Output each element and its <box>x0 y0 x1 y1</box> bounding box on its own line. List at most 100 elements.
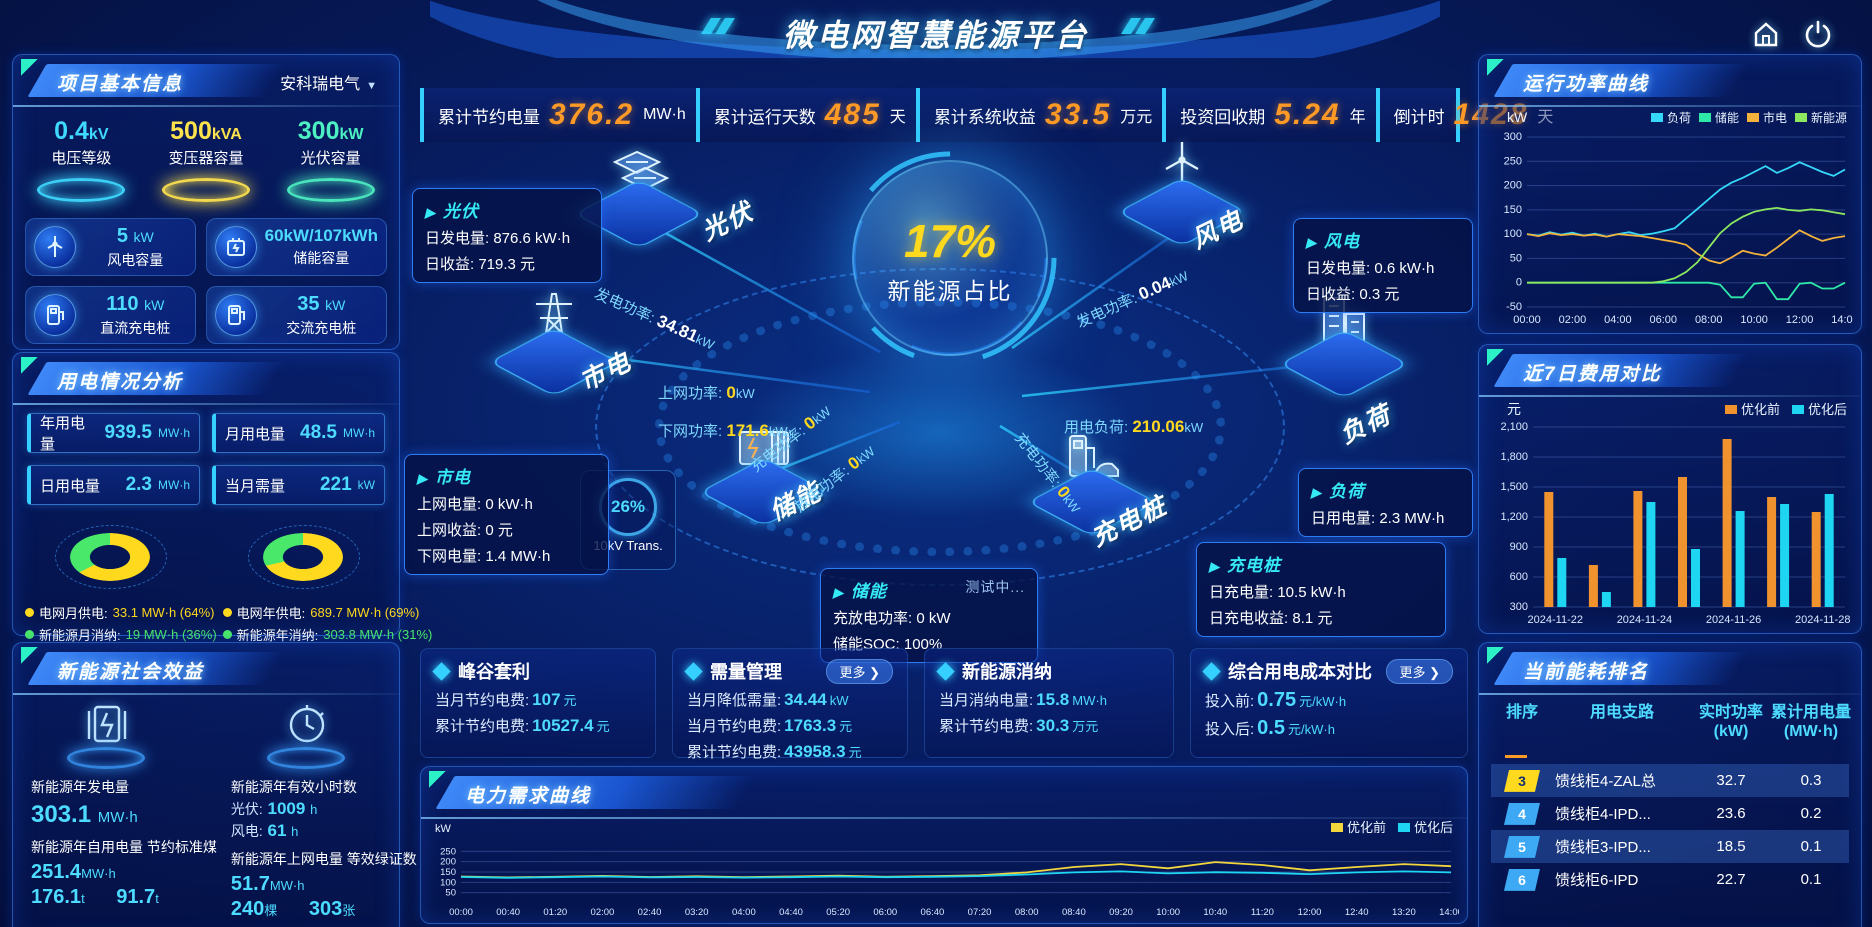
power-button[interactable] <box>1800 16 1836 52</box>
card-storage-capacity: 60kW/107kWh 储能容量 <box>205 218 387 276</box>
flow-grid-import: 下网功率: 171.6kW <box>658 421 788 440</box>
legend-renewable[interactable]: 新能源 <box>1794 109 1847 126</box>
rank-badge: 5 <box>1504 835 1540 858</box>
panel-power-demand-curve: 电力需求曲线 优化前 优化后 kW 50 100 150 200 250 00:00 00:… <box>420 766 1468 924</box>
panel-running-power-curve: 运行功率曲线 kW 负荷 储能 市电 新能源 -50 0 50 100 150 200 25… <box>1478 54 1862 334</box>
home-icon <box>1754 22 1778 47</box>
node-pv[interactable] <box>573 140 705 260</box>
company-dropdown[interactable]: 安科瑞电气 ▼ <box>280 76 377 93</box>
legend-before-optimization[interactable]: 优化前 <box>1724 399 1780 418</box>
chevron-right-icon: ▶ <box>833 585 844 600</box>
grid-export-values: 51.7MW·h 240棵 303张 <box>230 873 356 920</box>
legend-storage[interactable]: 储能 <box>1698 109 1739 126</box>
panel-power-usage-analysis: 用电情况分析 年用电量 939.5 MW·h 月用电量 48.5 MW·h 日用电量… <box>12 352 432 643</box>
svg-text:08:00: 08:00 <box>1015 907 1039 918</box>
chevron-right-icon: ▶ <box>425 205 436 220</box>
podium-transformer-capacity: 500kVA 变压器容量 <box>147 117 265 202</box>
legend-grid[interactable]: 市电 <box>1746 109 1787 126</box>
donut-yearly-supply <box>238 517 368 589</box>
svg-text:1,800: 1,800 <box>1500 451 1528 463</box>
svg-text:06:00: 06:00 <box>1650 314 1678 326</box>
node-wind[interactable] <box>1116 138 1248 258</box>
svg-text:04:40: 04:40 <box>779 907 803 918</box>
home-button[interactable] <box>1748 16 1784 52</box>
table-row[interactable]: 5 馈线柜3-IPD... 18.5 0.1 <box>1491 830 1849 864</box>
glow-ring <box>161 178 250 202</box>
panel-usage-header: 用电情况分析 <box>13 357 399 405</box>
podium-pv-capacity: 300kW 光伏容量 <box>272 117 390 202</box>
stat-total-energy-saved: 累计节约电量 376.2 MW·h <box>420 88 696 142</box>
cost-comparison-chart: 300 600 900 1,200 1,500 1,800 2,100 2024-11-22 2… <box>1500 421 1850 626</box>
node-storage[interactable] <box>698 418 830 538</box>
wind-turbine-icon <box>34 226 76 268</box>
svg-text:12:00: 12:00 <box>1298 907 1322 918</box>
legend-renewable-month: 新能源月消纳: 19 MW·h (36%) <box>25 625 217 644</box>
panel-cost-header: 近7日费用对比 <box>1479 349 1861 397</box>
panel-corner-icon <box>1487 349 1505 367</box>
svg-text:02:00: 02:00 <box>1559 314 1587 326</box>
svg-text:100: 100 <box>440 877 456 888</box>
node-grid[interactable] <box>488 288 620 408</box>
table-row[interactable]: 6 馈线柜6-IPD 22.7 0.1 <box>1491 863 1849 896</box>
svg-text:08:40: 08:40 <box>1062 907 1086 918</box>
wind-hours: 风电: 61 h <box>230 821 299 840</box>
annual-generation-value: 303.1 MW·h <box>31 801 138 828</box>
ranking-table: 排序 用电支路 实时功率 (kW) 累计用电量 (MW·h) 3 馈线柜4-ZAL总… <box>1491 703 1851 896</box>
social-col-generation: 新能源年发电量 303.1 MW·h 新能源年自用电量 节约标准煤 251.4M… <box>31 699 217 922</box>
card-demand-management: 需量管理 更多 ❯ 当月降低需量: 34.44 kW 当月节约电费: 1763.3 元 … <box>672 648 908 761</box>
charging-pile-icon <box>34 294 76 336</box>
more-button[interactable]: 更多 ❯ <box>826 658 893 684</box>
cost-chart-legend[interactable]: 优化前 优化后 <box>1724 399 1847 418</box>
diamond-icon <box>1202 661 1221 681</box>
svg-text:08:00: 08:00 <box>1695 314 1723 326</box>
panel-demand-header: 电力需求曲线 <box>421 771 1467 819</box>
stat-payback-period: 投资回收期 5.24 年 <box>1162 88 1375 142</box>
legend-before-optimization[interactable]: 优化前 <box>1330 817 1386 836</box>
svg-text:900: 900 <box>1510 541 1528 553</box>
diamond-icon <box>936 661 955 681</box>
chevron-right-icon: ▶ <box>1209 559 1220 574</box>
svg-text:14:00: 14:00 <box>1831 314 1853 326</box>
rank-badge: 6 <box>1504 868 1540 891</box>
renewable-share-label: 新能源占比 <box>887 278 1013 304</box>
transformer-label: 10kV Trans. <box>593 538 663 553</box>
svg-text:10:00: 10:00 <box>1740 314 1768 326</box>
transmission-tower-icon <box>536 293 572 347</box>
legend-after-optimization[interactable]: 优化后 <box>1397 817 1453 836</box>
svg-text:100: 100 <box>1504 228 1522 240</box>
svg-text:04:00: 04:00 <box>732 907 756 918</box>
panel-social-header: 新能源社会效益 <box>13 647 399 695</box>
card-ac-charger: 35 kW 交流充电桩 <box>205 286 387 344</box>
panel-corner-icon <box>21 59 39 77</box>
status-badge: 测试中... <box>965 579 1025 595</box>
svg-text:200: 200 <box>440 857 456 868</box>
panel-corner-icon <box>1487 59 1505 77</box>
battery-icon <box>214 226 257 268</box>
svg-text:03:20: 03:20 <box>685 907 709 918</box>
card-daily-usage: 日用电量 2.3 MW·h <box>27 465 200 505</box>
tooltip-grid: ▶ 市电 上网电量: 0 kW·h 上网收益: 0 元 下网电量: 1.4 MW·… <box>404 454 609 575</box>
legend-after-optimization[interactable]: 优化后 <box>1791 399 1847 418</box>
battery-container-icon <box>739 431 789 465</box>
microgrid-topology-scene: 17% 新能源占比 光伏 风电 <box>400 130 1480 663</box>
tooltip-storage: ▶ 储能 测试中... 充放电功率: 0 kW 储能SOC: 100% <box>820 568 1038 663</box>
demand-chart-legend[interactable]: 优化前 优化后 <box>1330 817 1453 836</box>
panel-corner-icon <box>1487 647 1505 665</box>
svg-text:300: 300 <box>1510 601 1528 613</box>
node-charger[interactable] <box>1026 428 1158 548</box>
power-curve-legend[interactable]: 负荷 储能 市电 新能源 <box>1650 109 1847 126</box>
legend-load[interactable]: 负荷 <box>1650 109 1691 126</box>
chevron-down-icon: ▼ <box>366 80 377 92</box>
svg-text:1,200: 1,200 <box>1500 511 1528 523</box>
svg-text:00:00: 00:00 <box>1513 314 1541 326</box>
svg-text:200: 200 <box>1504 180 1522 192</box>
svg-text:2024-11-24: 2024-11-24 <box>1617 614 1672 626</box>
svg-text:11:20: 11:20 <box>1251 907 1274 918</box>
panel-corner-icon <box>21 647 39 665</box>
more-button[interactable]: 更多 ❯ <box>1386 658 1453 684</box>
table-row[interactable]: 3 馈线柜4-ZAL总 32.7 0.3 <box>1491 764 1849 798</box>
table-row[interactable]: 4 馈线柜4-IPD... 23.6 0.2 <box>1491 797 1849 830</box>
running-power-chart: -50 0 50 100 150 200 250 300 00:00 02:00 04:00 06:0… <box>1504 131 1853 326</box>
renewable-share-value: 17% <box>903 215 997 267</box>
